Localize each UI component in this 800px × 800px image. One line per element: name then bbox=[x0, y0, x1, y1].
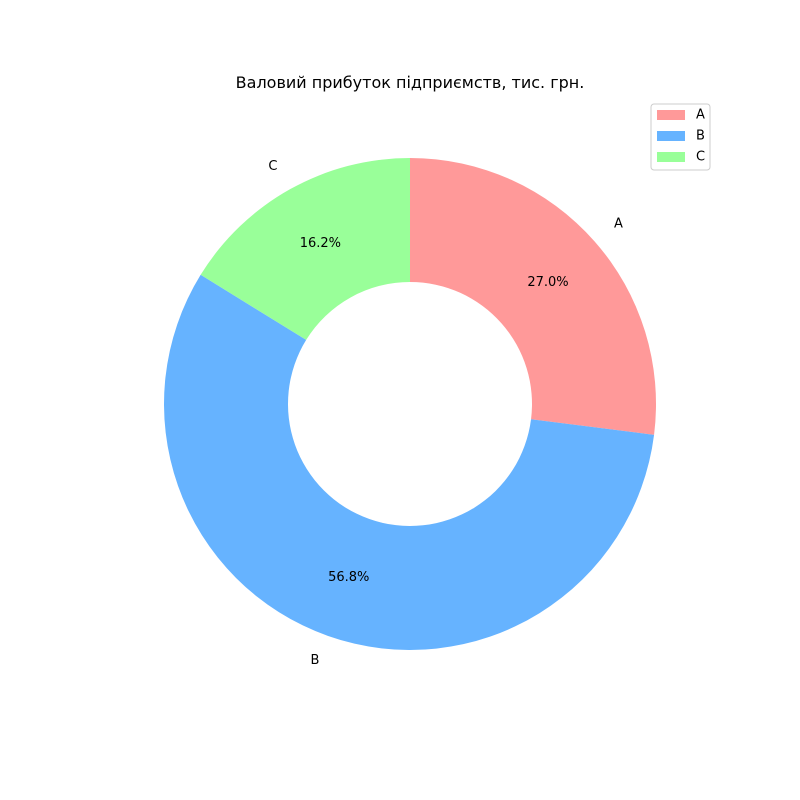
category-label-a: A bbox=[614, 217, 623, 232]
legend-label-b: B bbox=[696, 129, 705, 144]
legend-label-c: C bbox=[696, 150, 705, 165]
percent-label-c: 16.2% bbox=[300, 236, 341, 251]
category-label-b: B bbox=[311, 653, 320, 668]
slice-a bbox=[410, 158, 656, 435]
legend-swatch-c bbox=[657, 152, 685, 162]
legend-label-a: A bbox=[696, 108, 705, 123]
category-label-c: C bbox=[268, 159, 277, 174]
chart-title: Валовий прибуток підприємств, тис. грн. bbox=[236, 73, 585, 92]
slices-layer bbox=[164, 158, 656, 650]
legend-swatch-a bbox=[657, 110, 685, 120]
percent-label-a: 27.0% bbox=[527, 275, 568, 290]
percent-label-b: 56.8% bbox=[328, 570, 369, 585]
legend-swatch-b bbox=[657, 131, 685, 141]
legend: ABC bbox=[651, 104, 710, 170]
